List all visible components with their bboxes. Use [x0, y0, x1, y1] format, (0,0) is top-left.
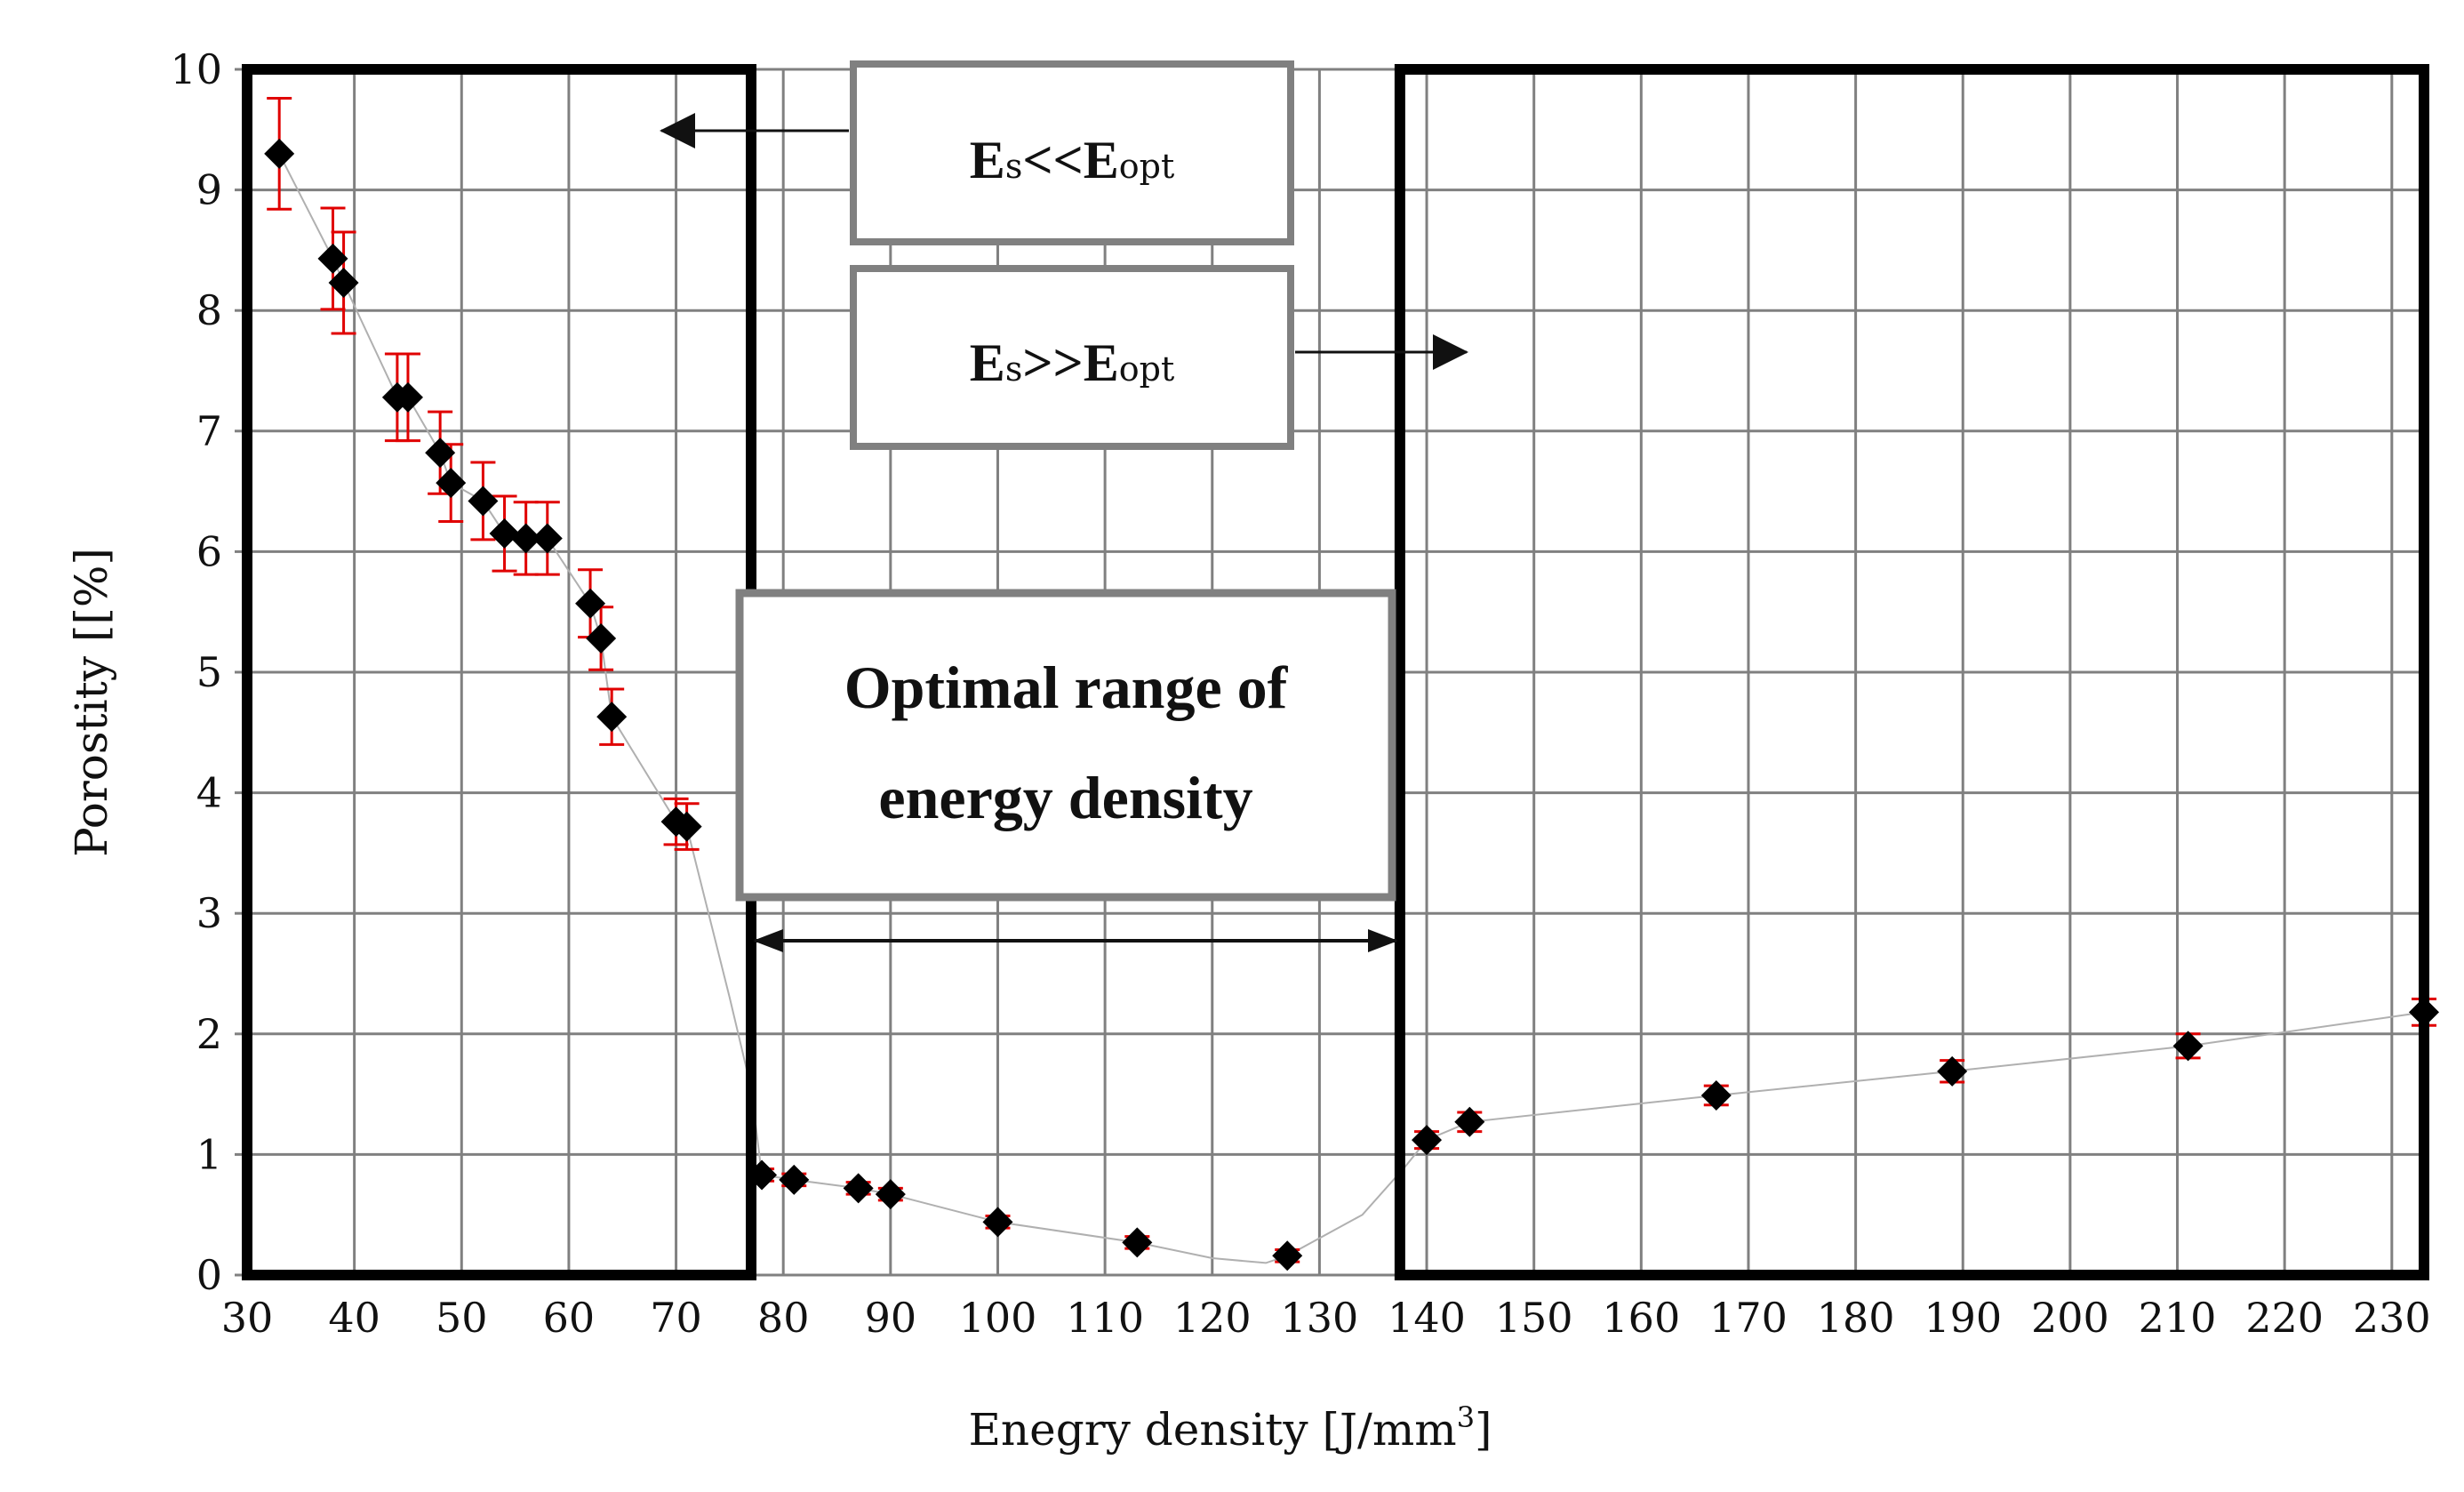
data-point [982, 1207, 1013, 1238]
data-point [671, 811, 702, 842]
x-tick-label: 110 [1066, 1294, 1144, 1342]
high-energy-region-box [1394, 64, 2429, 1280]
data-point [843, 1173, 874, 1204]
data-point [392, 381, 423, 413]
x-tick-label: 100 [959, 1294, 1037, 1342]
y-tick-label: 2 [196, 1010, 222, 1058]
y-axis-title: Porostity [[%] [66, 548, 117, 857]
data-point [1454, 1106, 1485, 1137]
annotation-box-optimal [735, 589, 1396, 902]
y-tick-label: 3 [196, 889, 222, 937]
x-tick-label: 90 [865, 1294, 917, 1342]
annotation-label-high: Es>>Eopt [970, 333, 1174, 392]
data-point [779, 1164, 810, 1195]
annotation-optimal-line2: energy density [878, 764, 1252, 831]
data-point [510, 523, 541, 554]
annotation-box-high [850, 265, 1294, 450]
x-tick-label: 60 [543, 1294, 596, 1342]
x-tick-label: 120 [1173, 1294, 1252, 1342]
data-point [586, 623, 617, 654]
data-point [875, 1179, 906, 1210]
data-point [317, 243, 348, 274]
x-tick-label: 130 [1280, 1294, 1358, 1342]
data-point [328, 268, 359, 299]
data-point [532, 523, 563, 554]
y-tick-label: 4 [196, 769, 222, 817]
x-tick-label: 70 [650, 1294, 702, 1342]
data-point [1122, 1227, 1153, 1258]
y-tick-label: 9 [196, 166, 222, 214]
x-tick-label: 210 [2139, 1294, 2217, 1342]
x-tick-labels: 30 40 50 60 70 80 90 100 110 120 130 140 150 160 170 18… [221, 1294, 2431, 1342]
data-points [264, 138, 2439, 1271]
annotation-optimal-line1: Optimal range of [844, 654, 1289, 721]
x-tick-label: 140 [1388, 1294, 1466, 1342]
data-point [2172, 1031, 2204, 1062]
data-point [264, 138, 295, 169]
x-axis-title: Enegry density [J/mm3] [968, 1400, 1492, 1456]
x-tick-label: 40 [328, 1294, 380, 1342]
data-point [596, 702, 628, 733]
data-point [575, 588, 606, 619]
grid-lines [235, 68, 2426, 1277]
x-tick-label: 190 [1924, 1294, 2002, 1342]
x-tick-label: 80 [757, 1294, 810, 1342]
x-tick-label: 220 [2245, 1294, 2324, 1342]
x-tick-label: 170 [1709, 1294, 1788, 1342]
x-tick-label: 30 [221, 1294, 274, 1342]
data-point [1937, 1055, 1968, 1087]
y-tick-label: 7 [196, 407, 222, 455]
data-point [468, 485, 499, 517]
y-tick-label: 1 [196, 1130, 222, 1178]
annotation-box-low [850, 60, 1294, 245]
data-point [489, 518, 520, 549]
data-point [1272, 1240, 1303, 1271]
y-tick-label: 5 [196, 648, 222, 696]
y-tick-label: 6 [196, 527, 222, 575]
data-point [1700, 1079, 1732, 1111]
x-tick-label: 160 [1602, 1294, 1680, 1342]
data-point [436, 468, 467, 499]
x-tick-label: 180 [1817, 1294, 1895, 1342]
data-point [425, 437, 456, 469]
y-tick-labels: 0 1 2 3 4 5 6 7 8 9 10 [170, 45, 222, 1299]
x-tick-label: 150 [1495, 1294, 1573, 1342]
x-tick-label: 50 [436, 1294, 488, 1342]
y-tick-label: 0 [196, 1251, 222, 1299]
x-tick-label: 200 [2031, 1294, 2109, 1342]
y-tick-label: 8 [196, 286, 222, 334]
y-tick-label: 10 [170, 45, 222, 93]
data-point [1412, 1125, 1443, 1156]
annotation-label-low: Es<<Eopt [970, 131, 1174, 189]
x-tick-label: 230 [2353, 1294, 2431, 1342]
